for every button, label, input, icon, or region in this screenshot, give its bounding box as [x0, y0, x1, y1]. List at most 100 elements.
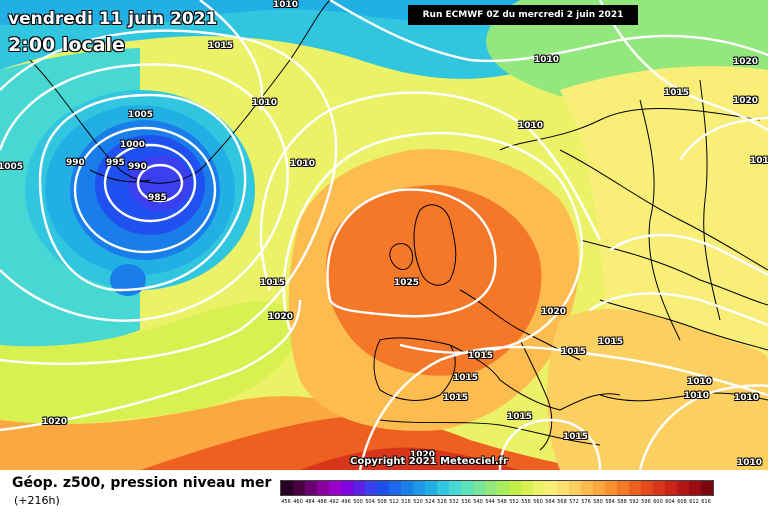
legend-swatch	[437, 481, 449, 495]
isobar-label: 1010	[737, 458, 763, 468]
legend-label: 540	[473, 499, 483, 505]
isobar-985	[136, 163, 184, 203]
legend-swatch	[389, 481, 401, 495]
legend-swatch	[605, 481, 617, 495]
legend-label: 528	[437, 499, 447, 505]
isobar-label: 1015	[750, 156, 768, 166]
legend-swatch	[485, 481, 497, 495]
legend-swatch	[581, 481, 593, 495]
isobar-1015-north	[199, 0, 264, 111]
isobar-label: 990	[128, 162, 147, 172]
legend-label: 596	[641, 499, 651, 505]
legend-swatch	[677, 481, 689, 495]
isobar-label: 1015	[468, 351, 494, 361]
legend-swatch	[569, 481, 581, 495]
legend-label: 496	[341, 499, 351, 505]
field-ridge-inner	[325, 185, 542, 376]
map-footer: Géop. z500, pression niveau mer (+216h) …	[0, 470, 768, 512]
isobar-1005	[0, 63, 289, 322]
legend-swatch	[521, 481, 533, 495]
legend-label: 548	[497, 499, 507, 505]
isobar-1015-east	[589, 292, 768, 327]
isobar-lines	[0, 0, 768, 470]
legend-label: 604	[665, 499, 675, 505]
legend-swatch	[557, 481, 569, 495]
legend-swatch	[353, 481, 365, 495]
legend-label: 576	[581, 499, 591, 505]
field-cold-north-2	[0, 0, 520, 25]
legend-swatch	[701, 481, 713, 495]
isobar-1015-arc	[259, 91, 602, 291]
legend-label: 556	[521, 499, 531, 505]
isobar-1015-south	[358, 345, 768, 470]
legend-swatch	[641, 481, 653, 495]
isobar-1020-east	[609, 233, 768, 277]
legend-label: 512	[389, 499, 399, 505]
legend-label: 564	[545, 499, 555, 505]
isobar-label: 1005	[0, 162, 24, 172]
legend-swatch	[617, 481, 629, 495]
isobar-label: 990	[66, 158, 85, 168]
isobar-label: 1010	[252, 98, 278, 108]
legend-label: 504	[365, 499, 375, 505]
legend-swatch	[593, 481, 605, 495]
legend-swatch	[497, 481, 509, 495]
isobar-label: 1010	[273, 0, 299, 10]
legend-label: 592	[629, 499, 639, 505]
legend-label: 588	[617, 499, 627, 505]
legend-label: 536	[461, 499, 471, 505]
legend-swatch	[317, 481, 329, 495]
isobar-1010-se	[638, 384, 768, 470]
isobar-label: 1025	[394, 278, 420, 288]
isobar-label: 1015	[208, 41, 234, 51]
isobar-label: 1010	[518, 121, 544, 131]
legend-label: 508	[377, 499, 387, 505]
footer-subtitle: (+216h)	[14, 494, 60, 507]
color-legend	[280, 480, 714, 496]
legend-swatch	[629, 481, 641, 495]
field-green-ne	[486, 0, 768, 101]
forecast-date: vendredi 11 juin 2021	[8, 9, 218, 29]
legend-swatch	[653, 481, 665, 495]
isobar-label: 1020	[733, 57, 759, 67]
legend-swatch	[329, 481, 341, 495]
legend-label: 460	[293, 499, 303, 505]
legend-swatch	[665, 481, 677, 495]
isobar-label: 1020	[42, 417, 68, 427]
legend-label: 492	[329, 499, 339, 505]
isobar-label: 1020	[268, 312, 294, 322]
isobar-label: 1010	[290, 159, 316, 169]
isobar-1020-sw	[0, 299, 302, 432]
legend-label: 616	[701, 499, 711, 505]
legend-swatch	[377, 481, 389, 495]
isobar-label: 1015	[664, 88, 690, 98]
legend-label: 520	[413, 499, 423, 505]
legend-swatch	[545, 481, 557, 495]
isobar-label: 1015	[443, 393, 469, 403]
legend-label: 600	[653, 499, 663, 505]
isobar-label: 1020	[733, 96, 759, 106]
isobar-label: 1020	[541, 307, 567, 317]
legend-label: 572	[569, 499, 579, 505]
isobar-label: 1010	[734, 393, 760, 403]
map-canvas	[0, 0, 768, 470]
low-lobe	[110, 264, 146, 296]
legend-label: 484	[305, 499, 315, 505]
isobar-995	[73, 126, 217, 254]
field-red-south	[140, 416, 600, 470]
isobar-1020-ne	[679, 116, 768, 161]
legend-swatch	[413, 481, 425, 495]
legend-swatch	[293, 481, 305, 495]
legend-label: 456	[281, 499, 291, 505]
copyright-text: Copyright 2021 Meteociel.fr	[350, 456, 508, 467]
isobar-label: 1000	[120, 140, 146, 150]
legend-label: 560	[533, 499, 543, 505]
isobar-label: 985	[148, 193, 167, 203]
isobar-label: 1010	[534, 55, 560, 65]
legend-swatch	[281, 481, 293, 495]
isobar-label: 1005	[128, 110, 154, 120]
isobar-label: 1015	[563, 432, 589, 442]
legend-swatch	[509, 481, 521, 495]
run-info-box: Run ECMWF 0Z du mercredi 2 juin 2021	[408, 5, 638, 25]
